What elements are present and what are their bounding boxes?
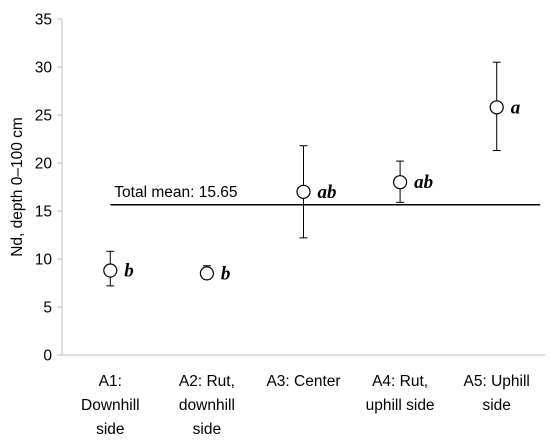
x-category-label: A5: Uphill side bbox=[464, 373, 530, 414]
y-tick-label: 5 bbox=[43, 300, 52, 317]
x-category-label-line: A2: Rut, bbox=[179, 373, 235, 390]
y-tick-label: 10 bbox=[35, 252, 53, 269]
x-category-label-line: downhill bbox=[179, 397, 235, 414]
x-category-label-line: side bbox=[482, 397, 510, 414]
x-category-label-line: side bbox=[193, 421, 221, 438]
total-mean-label: Total mean: 15.65 bbox=[114, 184, 237, 201]
x-category-label-line: A5: Uphill bbox=[464, 373, 530, 390]
data-point bbox=[489, 100, 504, 115]
x-category-label-line: A4: Rut, bbox=[372, 373, 428, 390]
data-point bbox=[199, 266, 214, 281]
data-point bbox=[103, 263, 118, 278]
y-tick-label: 25 bbox=[35, 108, 52, 125]
significance-label: ab bbox=[414, 172, 433, 193]
x-category-label-line: uphill side bbox=[366, 397, 435, 414]
y-tick-label: 30 bbox=[35, 60, 53, 77]
significance-label: ab bbox=[318, 182, 337, 203]
y-tick-label: 0 bbox=[43, 348, 52, 365]
y-tick-label: 15 bbox=[35, 204, 52, 221]
x-category-label-line: A1: bbox=[99, 373, 122, 390]
x-category-label: A4: Rut, uphill side bbox=[366, 373, 435, 414]
x-category-label: A2: Rut, downhill side bbox=[179, 373, 235, 438]
x-category-label-line: Downhill bbox=[81, 397, 140, 414]
x-category-label: A1: Downhill side bbox=[81, 373, 140, 438]
significance-label: a bbox=[511, 97, 521, 118]
y-axis-title: Nd, depth 0–100 cm bbox=[9, 117, 26, 257]
data-point bbox=[393, 175, 408, 190]
significance-label: b bbox=[124, 261, 134, 282]
y-tick-label: 35 bbox=[35, 12, 52, 29]
significance-label: b bbox=[221, 263, 231, 284]
x-category-label: A3: Center bbox=[266, 373, 340, 390]
x-category-label-line: A3: Center bbox=[266, 373, 340, 390]
y-tick-label: 20 bbox=[35, 156, 53, 173]
x-category-label-line: side bbox=[96, 421, 124, 438]
data-point bbox=[296, 184, 311, 199]
